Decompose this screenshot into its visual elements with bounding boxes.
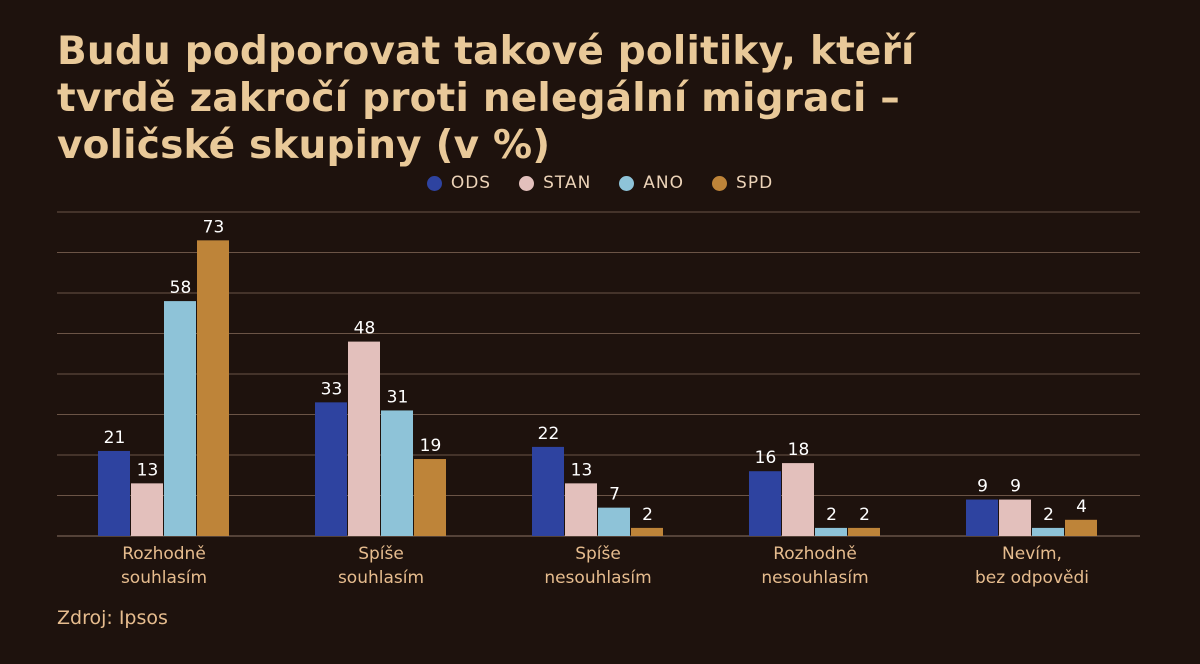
legend-label-spd: SPD (736, 173, 774, 193)
bar-stan (999, 499, 1031, 536)
bar-ods (966, 499, 998, 536)
category-label: Spíše (575, 544, 621, 564)
chart-title-line: tvrdě zakročí proti nelegální migraci – (57, 76, 901, 121)
legend-swatch-ods (426, 175, 442, 191)
data-label: 7 (609, 485, 620, 505)
data-label: 2 (1043, 505, 1054, 525)
category-label: souhlasím (338, 568, 424, 588)
bar-ods (315, 402, 347, 536)
data-label: 19 (420, 436, 442, 456)
data-label: 73 (203, 217, 225, 237)
chart-legend: ODS STAN ANO SPD (0, 173, 1200, 193)
chart-title-line: Budu podporovat takové politiky, kteří (57, 29, 915, 74)
data-label: 2 (859, 505, 870, 525)
legend-item-spd: SPD (712, 173, 773, 193)
legend-label-ods: ODS (450, 173, 492, 193)
bar-spd (848, 527, 880, 536)
data-label: 9 (977, 477, 988, 497)
bar-ano (598, 507, 630, 536)
category-label: Rozhodně (773, 544, 857, 564)
data-label: 13 (571, 460, 593, 480)
bar-ano (381, 410, 413, 536)
bar-stan (131, 483, 163, 536)
legend-item-ods: ODS (426, 173, 492, 193)
legend-label-ano: ANO (643, 173, 685, 193)
data-label: 13 (137, 460, 159, 480)
bar-ods (532, 446, 564, 536)
chart-title: Budu podporovat takové politiky, kteří t… (57, 28, 1157, 169)
category-label: Spíše (358, 544, 404, 564)
bar-spd (414, 459, 446, 536)
bar-ano (815, 527, 847, 536)
chart-title-line: voličské skupiny (v %) (57, 123, 551, 168)
data-label: 33 (321, 379, 343, 399)
data-label: 58 (170, 278, 192, 298)
data-label: 31 (387, 387, 409, 407)
legend-swatch-stan (519, 175, 535, 191)
bar-spd (631, 527, 663, 536)
legend-swatch-spd (712, 175, 728, 191)
bar-ods (749, 471, 781, 536)
bar-ano (164, 301, 196, 536)
legend-item-stan: STAN (519, 173, 591, 193)
data-label: 2 (826, 505, 837, 525)
data-label: 48 (354, 319, 376, 339)
data-label: 2 (642, 505, 653, 525)
bar-stan (565, 483, 597, 536)
bar-stan (348, 341, 380, 536)
category-label: souhlasím (121, 568, 207, 588)
data-label: 9 (1010, 477, 1021, 497)
data-label: 18 (788, 440, 810, 460)
data-label: 4 (1076, 497, 1087, 517)
data-label: 22 (538, 424, 560, 444)
bar-stan (782, 463, 814, 536)
data-label: 16 (755, 448, 777, 468)
bar-ano (1032, 527, 1064, 536)
bar-spd (1065, 519, 1097, 536)
category-label: nesouhlasím (761, 568, 868, 588)
category-label: Rozhodně (122, 544, 206, 564)
legend-item-ano: ANO (619, 173, 684, 193)
bar-ods (98, 450, 130, 536)
source-note: Zdroj: Ipsos (57, 607, 168, 629)
category-label: Nevím, (1002, 544, 1062, 564)
data-label: 21 (104, 428, 126, 448)
bar-spd (197, 240, 229, 536)
category-label: nesouhlasím (544, 568, 651, 588)
legend-swatch-ano (619, 175, 635, 191)
category-label: bez odpovědi (975, 568, 1089, 588)
legend-label-stan: STAN (543, 173, 592, 193)
